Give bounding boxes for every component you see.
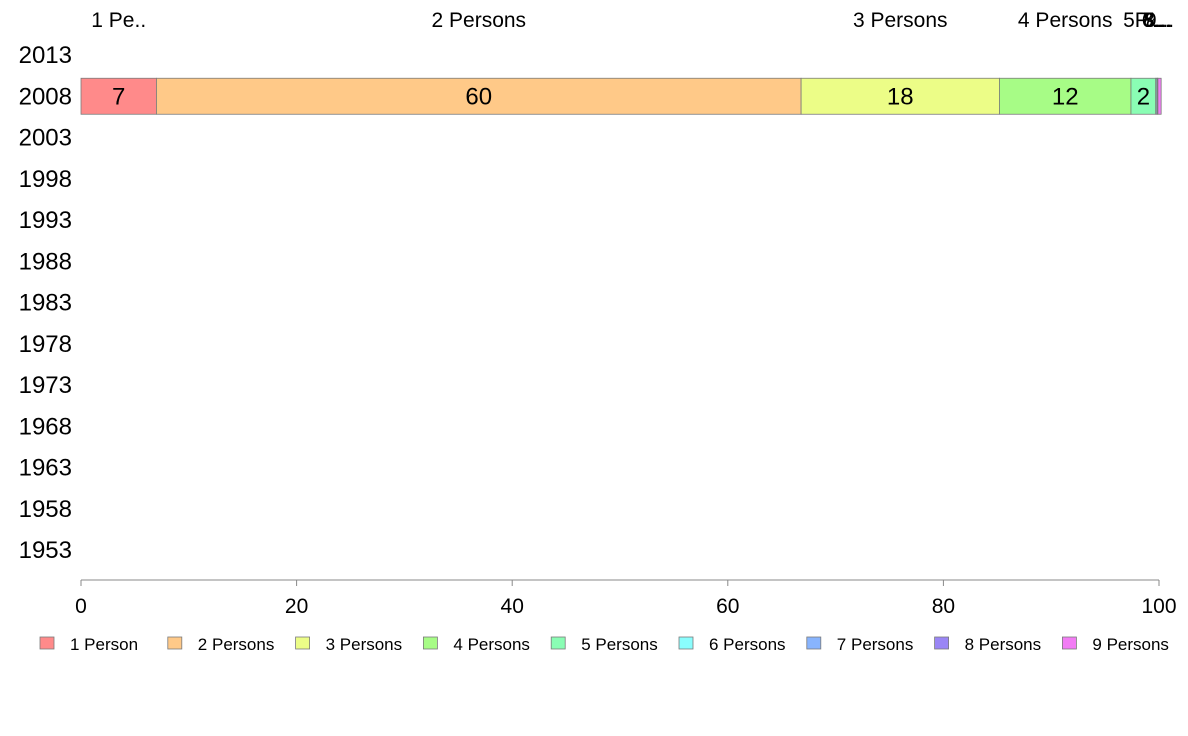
x-tick-label: 40 xyxy=(501,595,524,618)
legend: 1 Person 2 Persons 3 Persons 4 Persons 5 Per… xyxy=(39,635,1169,654)
legend-swatch xyxy=(806,636,822,650)
x-tick-label: 100 xyxy=(1141,595,1176,618)
segment-header-label: 9... xyxy=(1145,9,1174,32)
legend-swatch xyxy=(39,636,55,650)
y-tick-label: 2003 xyxy=(19,125,72,152)
y-tick-label: 1993 xyxy=(19,207,72,234)
legend-item: 7 Persons xyxy=(806,635,914,654)
legend-label: 9 Persons xyxy=(1092,635,1169,654)
segment-header-labels: 1 Pe.. 2 Persons 3 Persons 4 Persons 5P...6.… xyxy=(91,9,1174,32)
y-tick-label: 1978 xyxy=(19,331,72,358)
legend-label: 5 Persons xyxy=(581,635,658,654)
x-tick-label: 0 xyxy=(75,595,87,618)
legend-item: 6 Persons xyxy=(678,635,786,654)
y-tick-label: 2013 xyxy=(19,42,72,69)
segment-header-label: 1 Pe.. xyxy=(91,9,146,32)
y-tick-label: 1973 xyxy=(19,372,72,399)
legend-swatch xyxy=(678,636,694,650)
segment-header-label: 2 Persons xyxy=(432,9,527,32)
x-tick-label: 60 xyxy=(716,595,739,618)
bar-segments: 7 60 18 12 2 xyxy=(80,77,1162,115)
segment-header-label: 3 Persons xyxy=(853,9,948,32)
x-tick-label: 80 xyxy=(932,595,955,618)
legend-swatch xyxy=(422,636,438,650)
legend-swatch xyxy=(1062,636,1077,650)
y-tick-label: 1988 xyxy=(19,248,72,275)
legend-item: 4 Persons xyxy=(422,635,530,654)
bar-value-label: 60 xyxy=(465,83,492,110)
y-tick-label: 1968 xyxy=(19,413,72,440)
y-tick-label: 1958 xyxy=(19,496,72,523)
legend-label: 2 Persons xyxy=(198,635,275,654)
x-axis: 0 20 40 60 80 100 xyxy=(75,579,1177,618)
bar-value-label: 18 xyxy=(887,83,914,110)
legend-item: 2 Persons xyxy=(167,635,275,654)
legend-swatch xyxy=(934,636,949,650)
segment-header-label: 8... xyxy=(1143,9,1172,32)
legend-item: 5 Persons xyxy=(550,635,658,654)
legend-swatch xyxy=(167,636,183,650)
legend-label: 3 Persons xyxy=(326,635,403,654)
x-tick-label: 20 xyxy=(285,595,308,618)
legend-item: 1 Person xyxy=(39,635,138,654)
bar-segment xyxy=(800,77,1000,115)
segment-header-label: 6... xyxy=(1142,9,1171,32)
y-tick-label: 1963 xyxy=(19,455,72,482)
y-tick-label: 1953 xyxy=(19,537,72,564)
bar-value-label: 2 xyxy=(1137,83,1150,110)
y-axis-labels: 2013 2008 2003 1998 1993 1988 1983 1978 1973 1968… xyxy=(19,42,72,564)
bar-segment xyxy=(156,77,802,115)
segment-header-label: 5P... xyxy=(1123,9,1163,32)
segment-header-label: 4 Persons xyxy=(1018,9,1113,32)
legend-swatch xyxy=(295,636,311,650)
segment-header-label: 7... xyxy=(1143,9,1172,32)
legend-item: 3 Persons xyxy=(295,635,403,654)
bar-segment xyxy=(1157,77,1162,115)
y-tick-label: 2008 xyxy=(19,83,72,110)
bar-segment xyxy=(1130,77,1157,115)
legend-label: 1 Person xyxy=(70,635,138,654)
legend-label: 4 Persons xyxy=(453,635,530,654)
legend-label: 8 Persons xyxy=(965,635,1042,654)
legend-swatch xyxy=(550,636,566,650)
legend-label: 7 Persons xyxy=(837,635,914,654)
y-tick-label: 1983 xyxy=(19,290,72,317)
bar-value-label: 7 xyxy=(112,83,125,110)
legend-label: 6 Persons xyxy=(709,635,786,654)
bar-value-label: 12 xyxy=(1052,83,1079,110)
legend-item: 8 Persons xyxy=(934,635,1042,654)
y-tick-label: 1998 xyxy=(19,166,72,193)
legend-item: 9 Persons xyxy=(1062,635,1169,654)
